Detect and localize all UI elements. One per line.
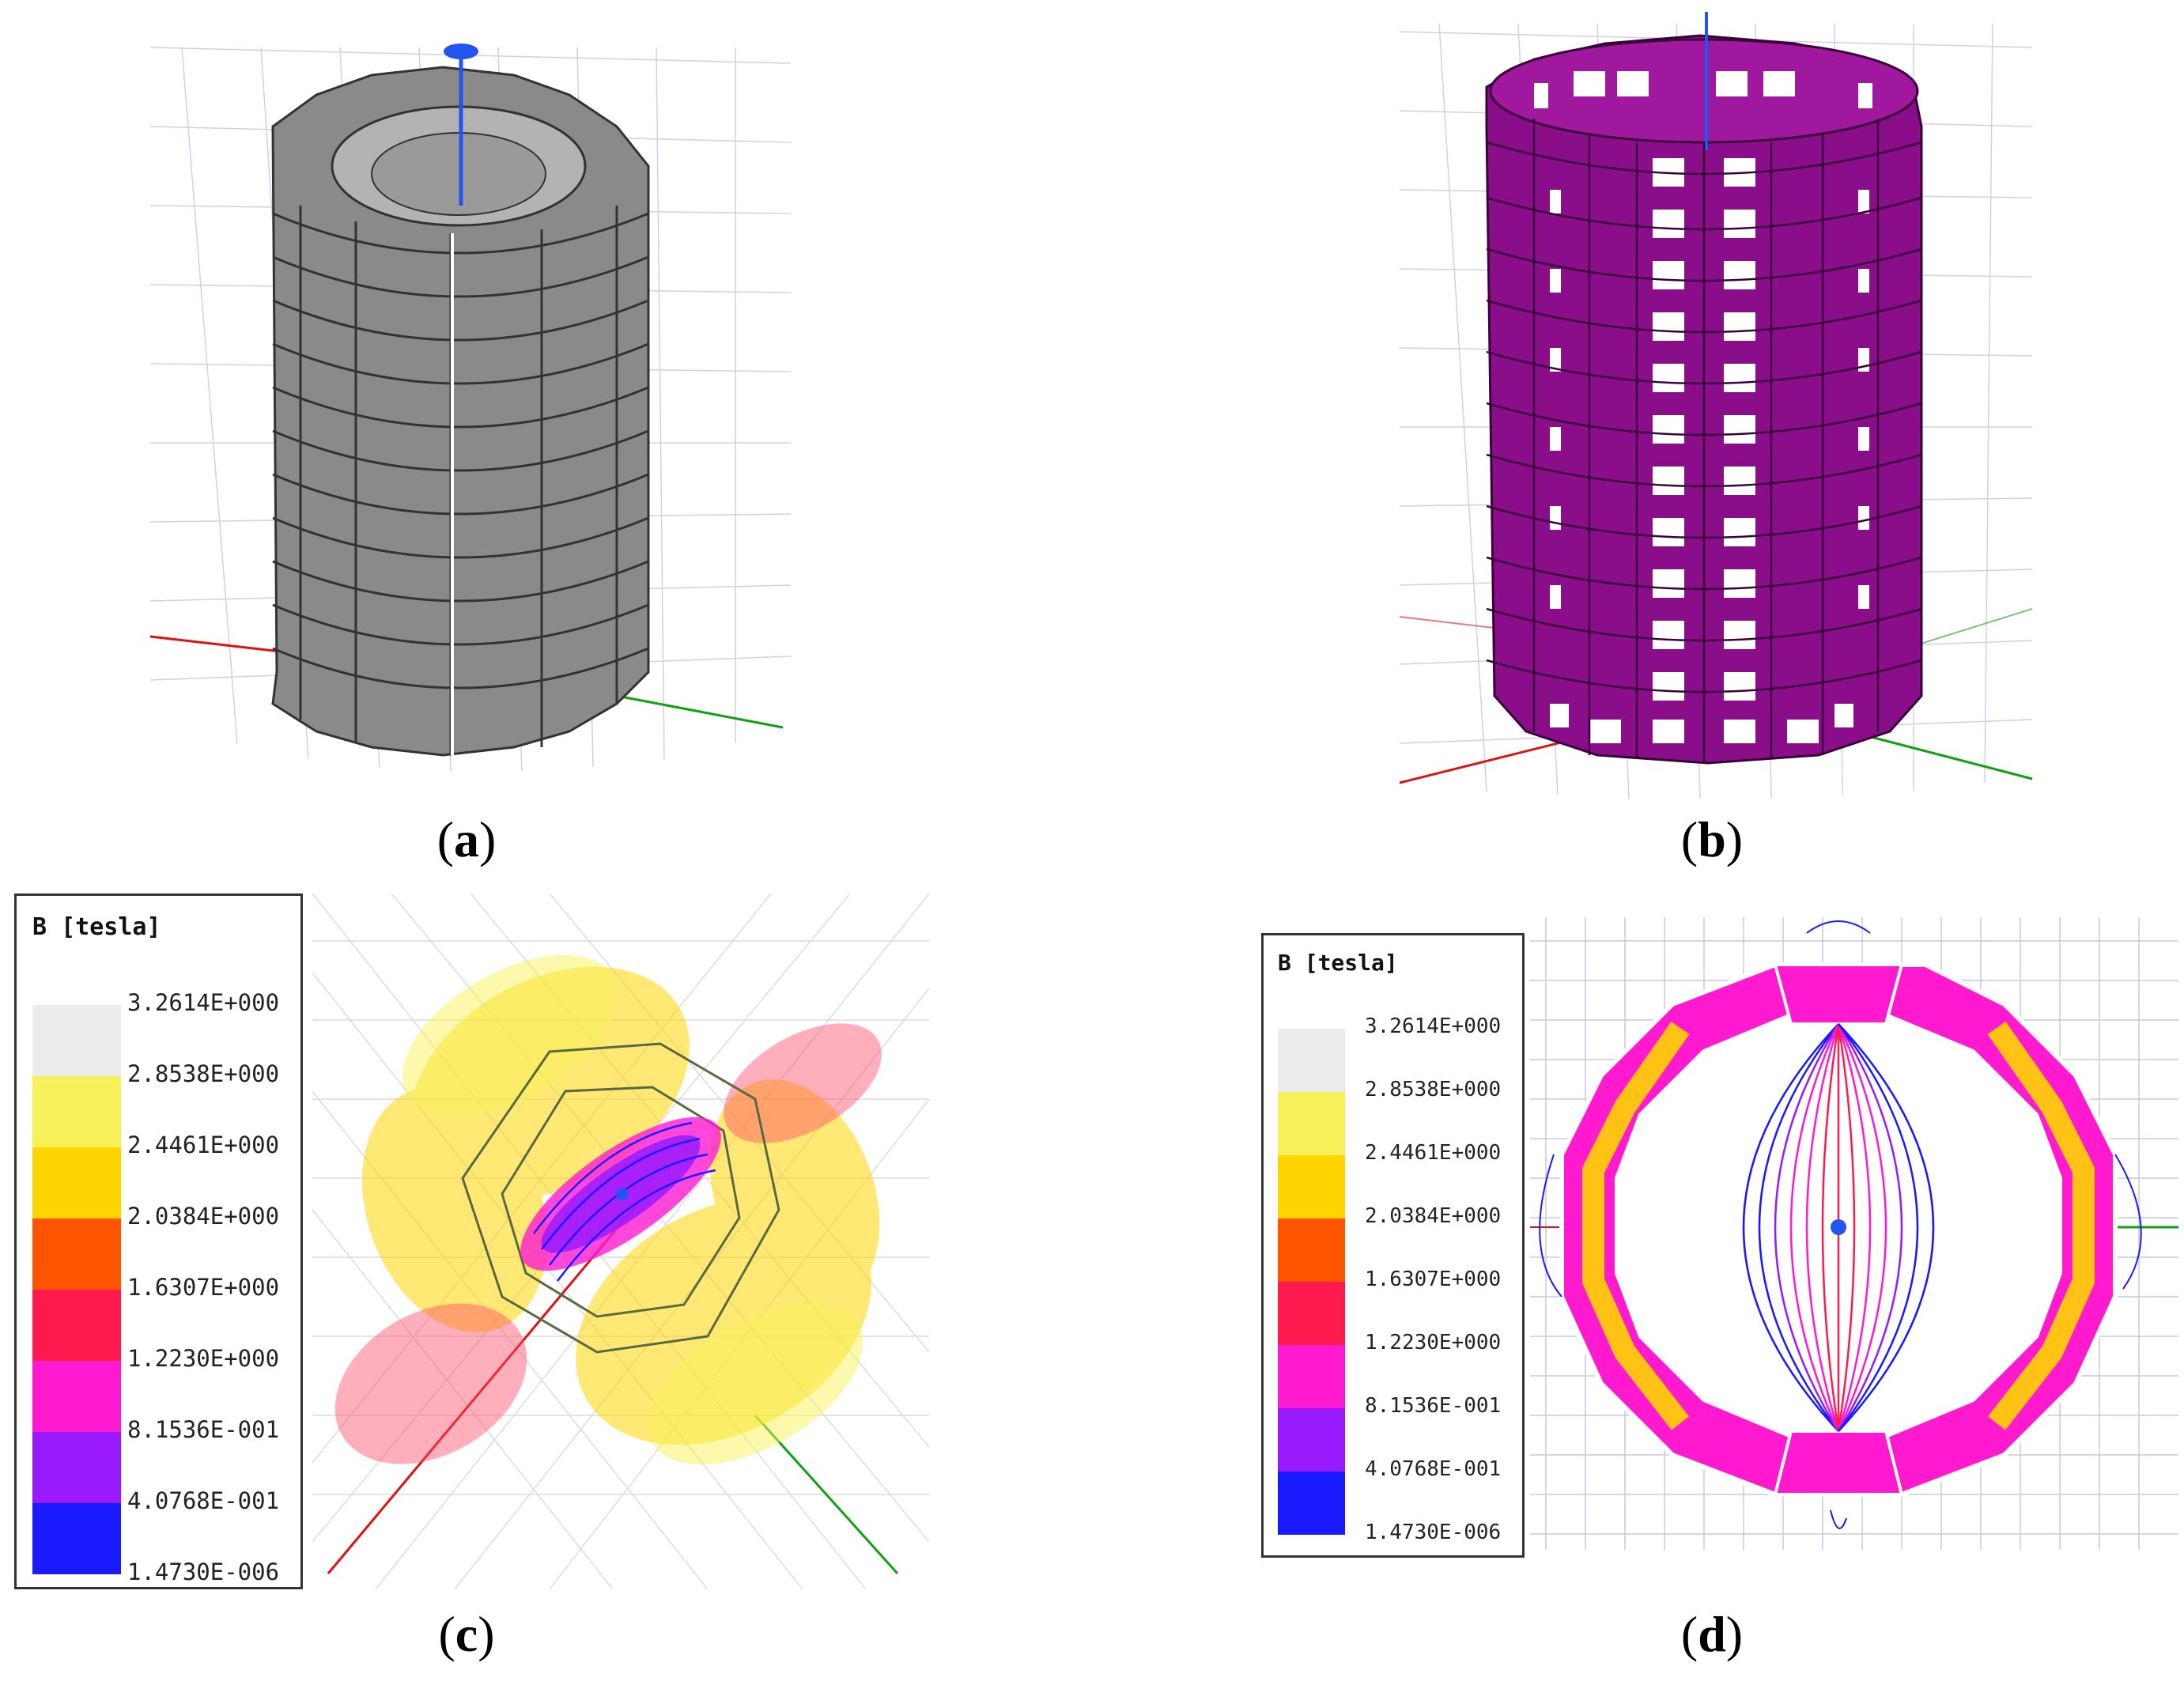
legend-c-swatch-1	[32, 1005, 121, 1076]
legend-c-swatch-7	[32, 1432, 121, 1503]
caption-c: (c)	[438, 1606, 495, 1662]
legend-d-swatch-5	[1278, 1282, 1345, 1345]
caption-a: (a)	[436, 811, 497, 867]
legend-c-title: B [tesla]	[32, 913, 161, 941]
legend-c-swatch-3	[32, 1147, 121, 1218]
legend-d-value-8: 4.0768E-001	[1365, 1457, 1502, 1481]
legend-c-swatch-2	[32, 1076, 121, 1147]
legend-d-swatch-1	[1278, 1029, 1345, 1092]
legend-d-value-4: 2.0384E+000	[1365, 1204, 1502, 1228]
legend-c-swatch-4	[32, 1218, 121, 1290]
caption-d-letter: d	[1698, 1606, 1726, 1662]
caption-b: (b)	[1680, 811, 1744, 867]
legend-c-swatch-5	[32, 1290, 121, 1361]
legend-c-value-5: 1.6307E+000	[127, 1274, 280, 1301]
panel-c-vector-field-plot	[312, 894, 929, 1589]
legend-d-value-6: 1.2230E+000	[1365, 1331, 1502, 1354]
legend-c: B [tesla] 3.2614E+000 2.8538E+000 2.4461…	[14, 894, 303, 1589]
panel-b-purple-frame-model	[1399, 12, 2033, 799]
legend-c-value-4: 2.0384E+000	[127, 1203, 280, 1230]
legend-c-swatch-6	[32, 1361, 121, 1432]
legend-c-value-3: 2.4461E+000	[127, 1132, 280, 1158]
legend-d-swatch-8	[1278, 1472, 1345, 1535]
legend-c-swatch-8	[32, 1503, 121, 1574]
legend-c-value-9: 1.4730E-006	[127, 1558, 280, 1585]
legend-d-swatch-3	[1278, 1155, 1345, 1218]
legend-c-value-6: 1.2230E+000	[127, 1345, 280, 1372]
legend-c-value-7: 8.1536E-001	[127, 1416, 280, 1443]
legend-d-value-2: 2.8538E+000	[1365, 1078, 1502, 1101]
legend-d-swatch-4	[1278, 1218, 1345, 1282]
panel-d-flux-lines-plot	[1530, 917, 2178, 1550]
legend-d-title: B [tesla]	[1278, 950, 1398, 976]
legend-d-value-1: 3.2614E+000	[1365, 1014, 1502, 1038]
legend-d-swatch-7	[1278, 1408, 1345, 1472]
legend-d-swatch-2	[1278, 1092, 1345, 1155]
caption-d: (d)	[1680, 1606, 1744, 1662]
legend-d-value-5: 1.6307E+000	[1365, 1268, 1502, 1291]
legend-d-value-9: 1.4730E-006	[1365, 1521, 1502, 1544]
legend-d-value-7: 8.1536E-001	[1365, 1394, 1502, 1418]
legend-c-value-2: 2.8538E+000	[127, 1060, 280, 1087]
caption-b-letter: b	[1698, 811, 1726, 867]
legend-c-value-8: 4.0768E-001	[127, 1487, 280, 1514]
legend-d: B [tesla] 3.2614E+000 2.8538E+000 2.4461…	[1261, 933, 1525, 1558]
panel-a-gray-cylinder-model	[149, 43, 792, 772]
frame-windows	[1550, 158, 1869, 743]
legend-c-value-1: 3.2614E+000	[127, 989, 280, 1016]
caption-c-letter: c	[455, 1606, 478, 1662]
caption-a-letter: a	[454, 811, 479, 867]
legend-d-swatch-6	[1278, 1345, 1345, 1408]
legend-d-value-3: 2.4461E+000	[1365, 1141, 1502, 1165]
